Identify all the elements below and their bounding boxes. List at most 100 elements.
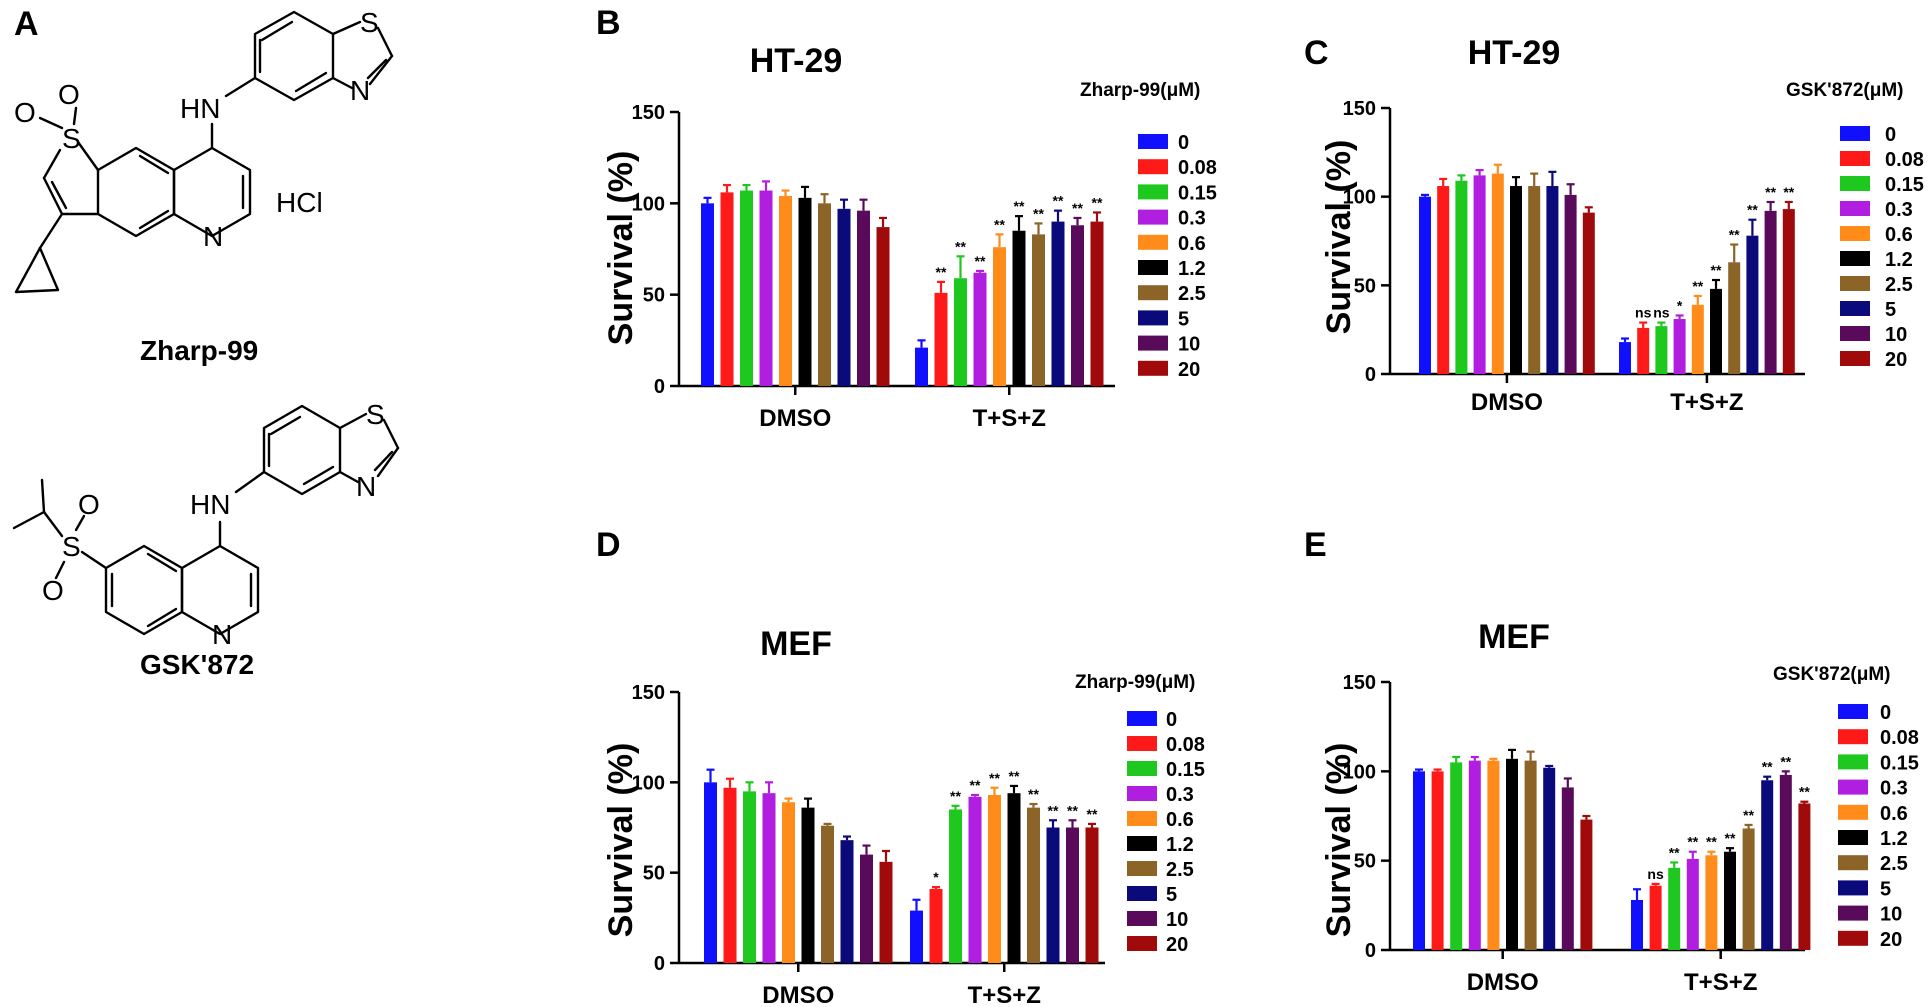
legend-swatch [1838,880,1868,896]
bond [366,58,388,80]
significance-label: ** [1729,227,1740,243]
bar [1580,819,1593,950]
y-tick-label: 150 [1343,98,1376,120]
bar [1673,319,1686,374]
panel-label: E [1304,526,1327,564]
bond [294,71,328,93]
bar [1705,855,1718,950]
bond [376,26,394,58]
bar [818,203,831,386]
significance-label: ns [1635,305,1652,321]
legend-label: 2.5 [1885,274,1913,296]
bar [1619,342,1631,374]
bar [1710,288,1722,374]
legend-label: 0.15 [1880,752,1919,774]
significance-label: ** [955,238,966,254]
legend-swatch [1838,830,1868,845]
significance-label: ** [1762,759,1773,775]
legend-swatch [1838,754,1868,770]
bar [1510,186,1522,374]
legend-swatch [1840,351,1870,366]
bar [949,809,962,963]
panel-label: B [596,4,621,42]
y-tick-label: 0 [654,953,665,975]
bar [801,807,815,963]
y-tick-label: 50 [643,863,665,885]
bar [968,796,982,963]
bar [1455,180,1468,374]
significance-label: ** [1028,786,1039,802]
legend-label: 1.2 [1178,258,1206,280]
zharp99-salt: HCl [276,187,323,218]
legend-swatch [1138,159,1168,175]
legend-label: 10 [1178,334,1200,356]
zharp99-quinoline-n: N [203,221,223,252]
legend-label: 0 [1178,132,1189,154]
significance-label: ** [1706,834,1717,850]
legend-swatch [1127,761,1157,776]
legend-label: 0.15 [1166,759,1205,781]
legend-label: 0.6 [1885,224,1913,246]
significance-label: ** [1014,198,1025,214]
bar [1655,326,1668,374]
legend-label: 0.6 [1178,233,1206,255]
legend-label: 2.5 [1178,283,1206,305]
x-category-label: T+S+Z [1670,389,1743,416]
gsk872-sulfone-s: S [62,531,81,562]
legend-swatch [1840,226,1870,241]
bond [146,607,178,628]
bar [759,190,773,386]
bond [42,176,64,216]
significance-label: ** [950,788,961,804]
panel-label: D [596,526,621,564]
legend-swatch [1127,786,1157,801]
legend-label: 5 [1885,299,1896,321]
bond [224,76,257,98]
legend-label: 1.2 [1166,834,1194,856]
bar [1649,885,1662,950]
legend-swatch [1138,260,1168,275]
bar [1691,304,1704,374]
bond [38,212,64,250]
panel-a-label: A [14,5,39,43]
legend-title: GSK'872(μM) [1773,664,1891,685]
gsk872-thiazole-s: S [366,399,385,430]
legend-label: 20 [1880,929,1902,951]
y-tick-label: 50 [1354,275,1376,297]
significance-label: ** [936,264,947,280]
significance-label: ** [1711,262,1722,278]
bar [860,854,873,963]
bond [40,478,46,514]
legend-swatch [1838,905,1868,921]
bar [1473,175,1486,374]
y-axis-label: Survival (%) [602,743,640,938]
bond [12,510,46,530]
bond [260,20,294,42]
compound-name-gsk872: GSK'872 [140,649,254,680]
bar [973,272,987,386]
bar [1582,212,1595,374]
bond [74,514,86,532]
legend-swatch [1127,936,1157,951]
bar [1782,209,1795,374]
bond [76,140,100,172]
bond [72,106,78,126]
significance-label: ns [1647,866,1664,882]
zharp99-o1: O [14,97,36,128]
x-category-label: T+S+Z [1684,969,1757,996]
legend-label: 20 [1166,934,1188,956]
zharp99-o2: O [58,79,80,110]
bond [373,450,394,472]
legend-swatch [1840,276,1870,291]
legend-swatch [1138,184,1168,200]
bar [1046,827,1060,963]
bar [1524,760,1537,950]
legend-label: 0 [1885,124,1896,146]
legend-label: 0.3 [1885,199,1913,221]
legend-swatch [1840,301,1870,316]
legend-label: 10 [1166,909,1188,931]
bond [42,148,62,180]
legend-label: 5 [1880,878,1891,900]
legend-label: 10 [1885,324,1907,346]
